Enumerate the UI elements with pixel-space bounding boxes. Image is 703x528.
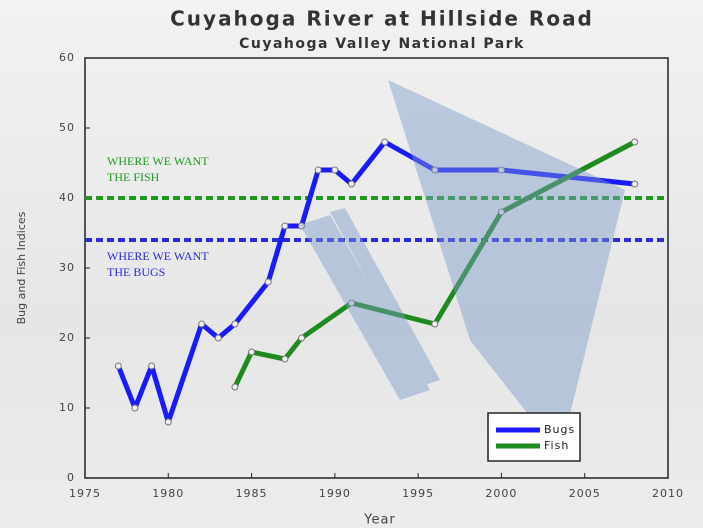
- reference-label: THE FISH: [107, 170, 160, 184]
- chart: Cuyahoga River at Hillside Road Cuyahoga…: [0, 0, 703, 528]
- data-point: [199, 321, 205, 327]
- reference-label: THE BUGS: [107, 265, 165, 279]
- y-tick-label: 50: [59, 121, 75, 134]
- x-axis-label: Year: [363, 513, 396, 528]
- y-tick-label: 10: [59, 401, 75, 414]
- data-point: [315, 167, 321, 173]
- data-point: [282, 223, 288, 229]
- data-point: [215, 335, 221, 341]
- x-tick-label: 1990: [319, 487, 351, 500]
- reference-label: WHERE WE WANT: [107, 154, 209, 168]
- y-tick-label: 0: [67, 471, 75, 484]
- data-point: [232, 384, 238, 390]
- data-point: [265, 279, 271, 285]
- data-point: [115, 363, 121, 369]
- arrow-overlay: [300, 80, 625, 455]
- x-tick-label: 1980: [152, 487, 184, 500]
- data-point: [432, 321, 438, 327]
- y-tick-label: 20: [59, 331, 75, 344]
- y-axis-label: Bug and Fish Indices: [15, 211, 28, 324]
- x-tick-label: 2010: [652, 487, 684, 500]
- data-point: [232, 321, 238, 327]
- data-point: [632, 181, 638, 187]
- data-point: [632, 139, 638, 145]
- y-tick-label: 60: [59, 51, 75, 64]
- data-point: [282, 356, 288, 362]
- data-point: [132, 405, 138, 411]
- legend-box: [488, 413, 580, 461]
- y-tick-label: 30: [59, 261, 75, 274]
- data-point: [299, 335, 305, 341]
- data-point: [249, 349, 255, 355]
- data-point: [349, 181, 355, 187]
- chart-title: Cuyahoga River at Hillside Road: [170, 7, 594, 31]
- data-point: [149, 363, 155, 369]
- data-point: [165, 419, 171, 425]
- y-tick-label: 40: [59, 191, 75, 204]
- legend-label: Fish: [544, 439, 569, 452]
- legend-label: Bugs: [544, 423, 575, 436]
- data-point: [382, 139, 388, 145]
- data-point: [332, 167, 338, 173]
- reference-label: WHERE WE WANT: [107, 249, 209, 263]
- chart-subtitle: Cuyahoga Valley National Park: [239, 36, 525, 52]
- x-tick-label: 1995: [402, 487, 434, 500]
- x-tick-label: 1985: [236, 487, 268, 500]
- x-tick-label: 2000: [485, 487, 517, 500]
- x-tick-label: 1975: [69, 487, 101, 500]
- x-tick-label: 2005: [569, 487, 601, 500]
